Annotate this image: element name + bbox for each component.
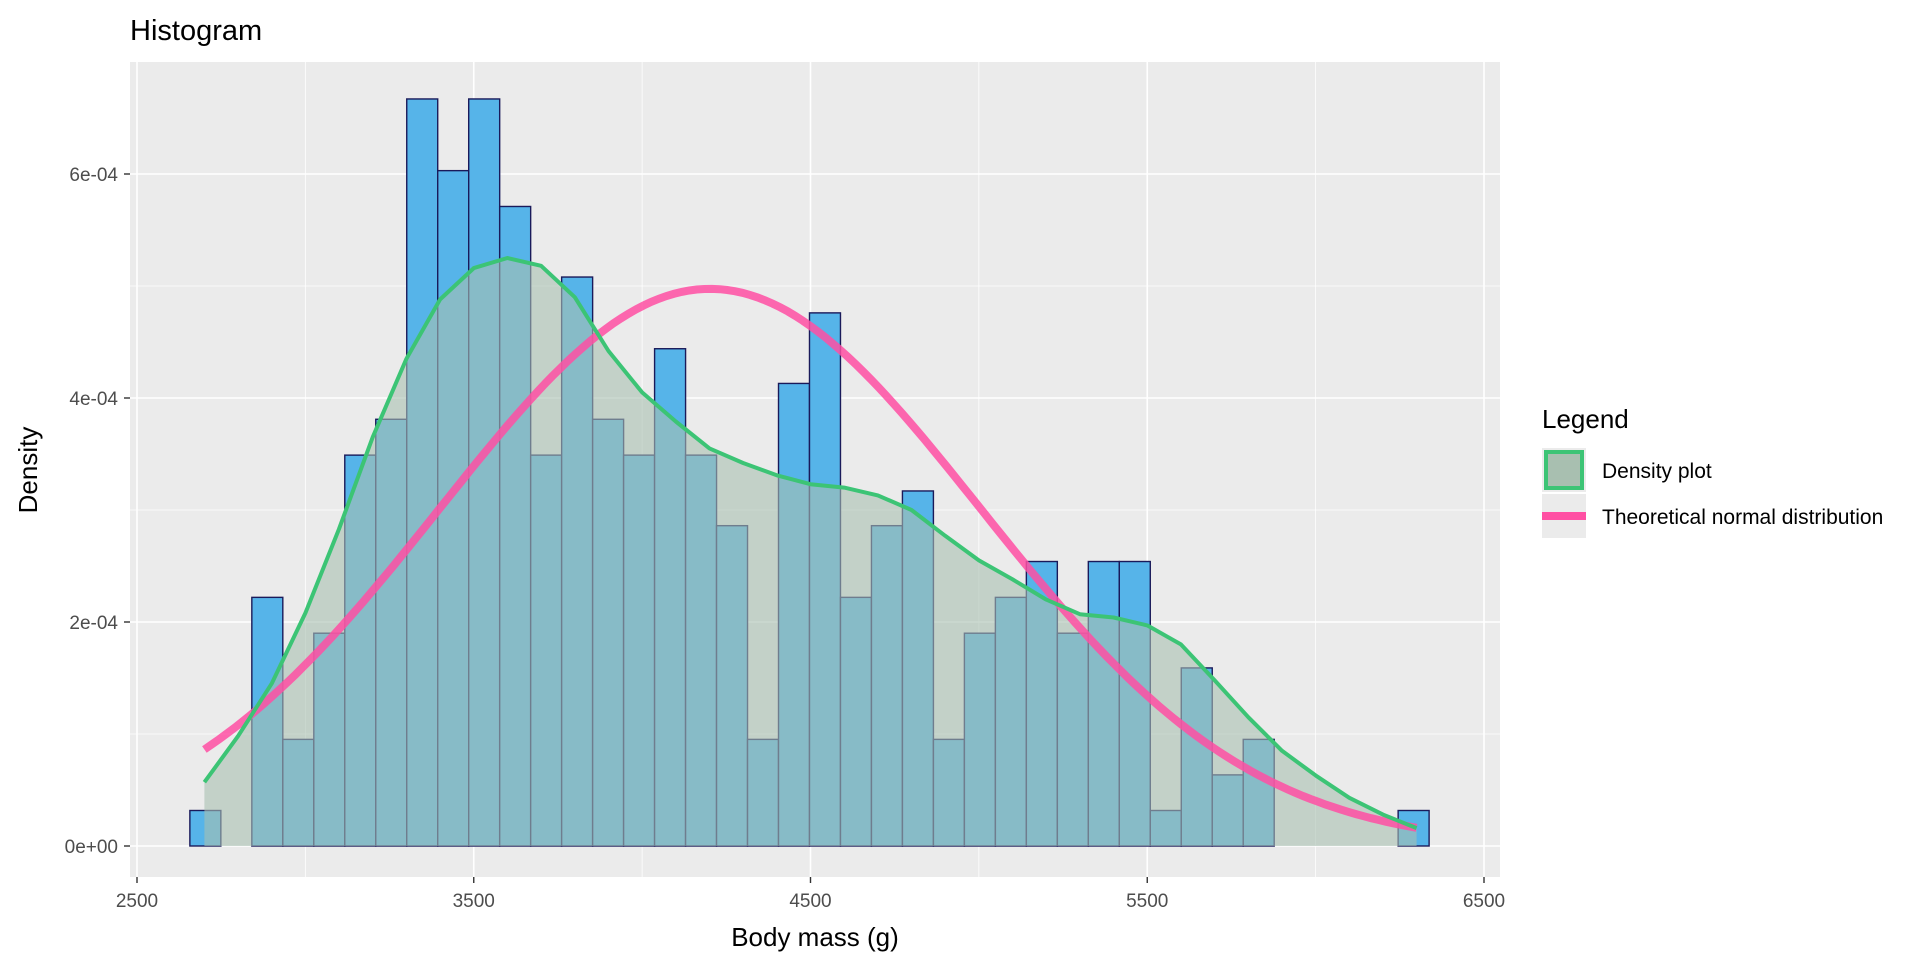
chart-title: Histogram xyxy=(130,15,262,47)
y-tick-label: 6e-04 xyxy=(69,165,118,186)
x-tick-label: 2500 xyxy=(116,891,158,912)
x-axis-label: Body mass (g) xyxy=(731,922,899,952)
y-tick-label: 4e-04 xyxy=(69,389,118,410)
density-area xyxy=(204,258,1417,846)
legend-label-density: Density plot xyxy=(1602,460,1712,483)
y-axis-label: Density xyxy=(13,427,43,514)
y-tick-label: 2e-04 xyxy=(69,613,118,634)
legend: Legend Density plot Theoretical normal d… xyxy=(1542,404,1883,538)
density-line xyxy=(202,256,1418,830)
y-axis-ticks: 0e+00 2e-04 4e-04 6e-04 xyxy=(65,165,130,858)
x-tick-label: 6500 xyxy=(1463,891,1505,912)
x-tick-label: 5500 xyxy=(1126,891,1168,912)
y-tick-label: 0e+00 xyxy=(65,837,118,858)
x-tick-label: 3500 xyxy=(453,891,495,912)
legend-title: Legend xyxy=(1542,404,1629,434)
legend-key-density xyxy=(1544,450,1584,490)
normal-distribution-line xyxy=(202,284,1418,832)
legend-label-normal: Theoretical normal distribution xyxy=(1602,506,1883,529)
x-axis-ticks: 2500 3500 4500 5500 6500 xyxy=(116,877,1505,912)
x-tick-label: 4500 xyxy=(789,891,831,912)
